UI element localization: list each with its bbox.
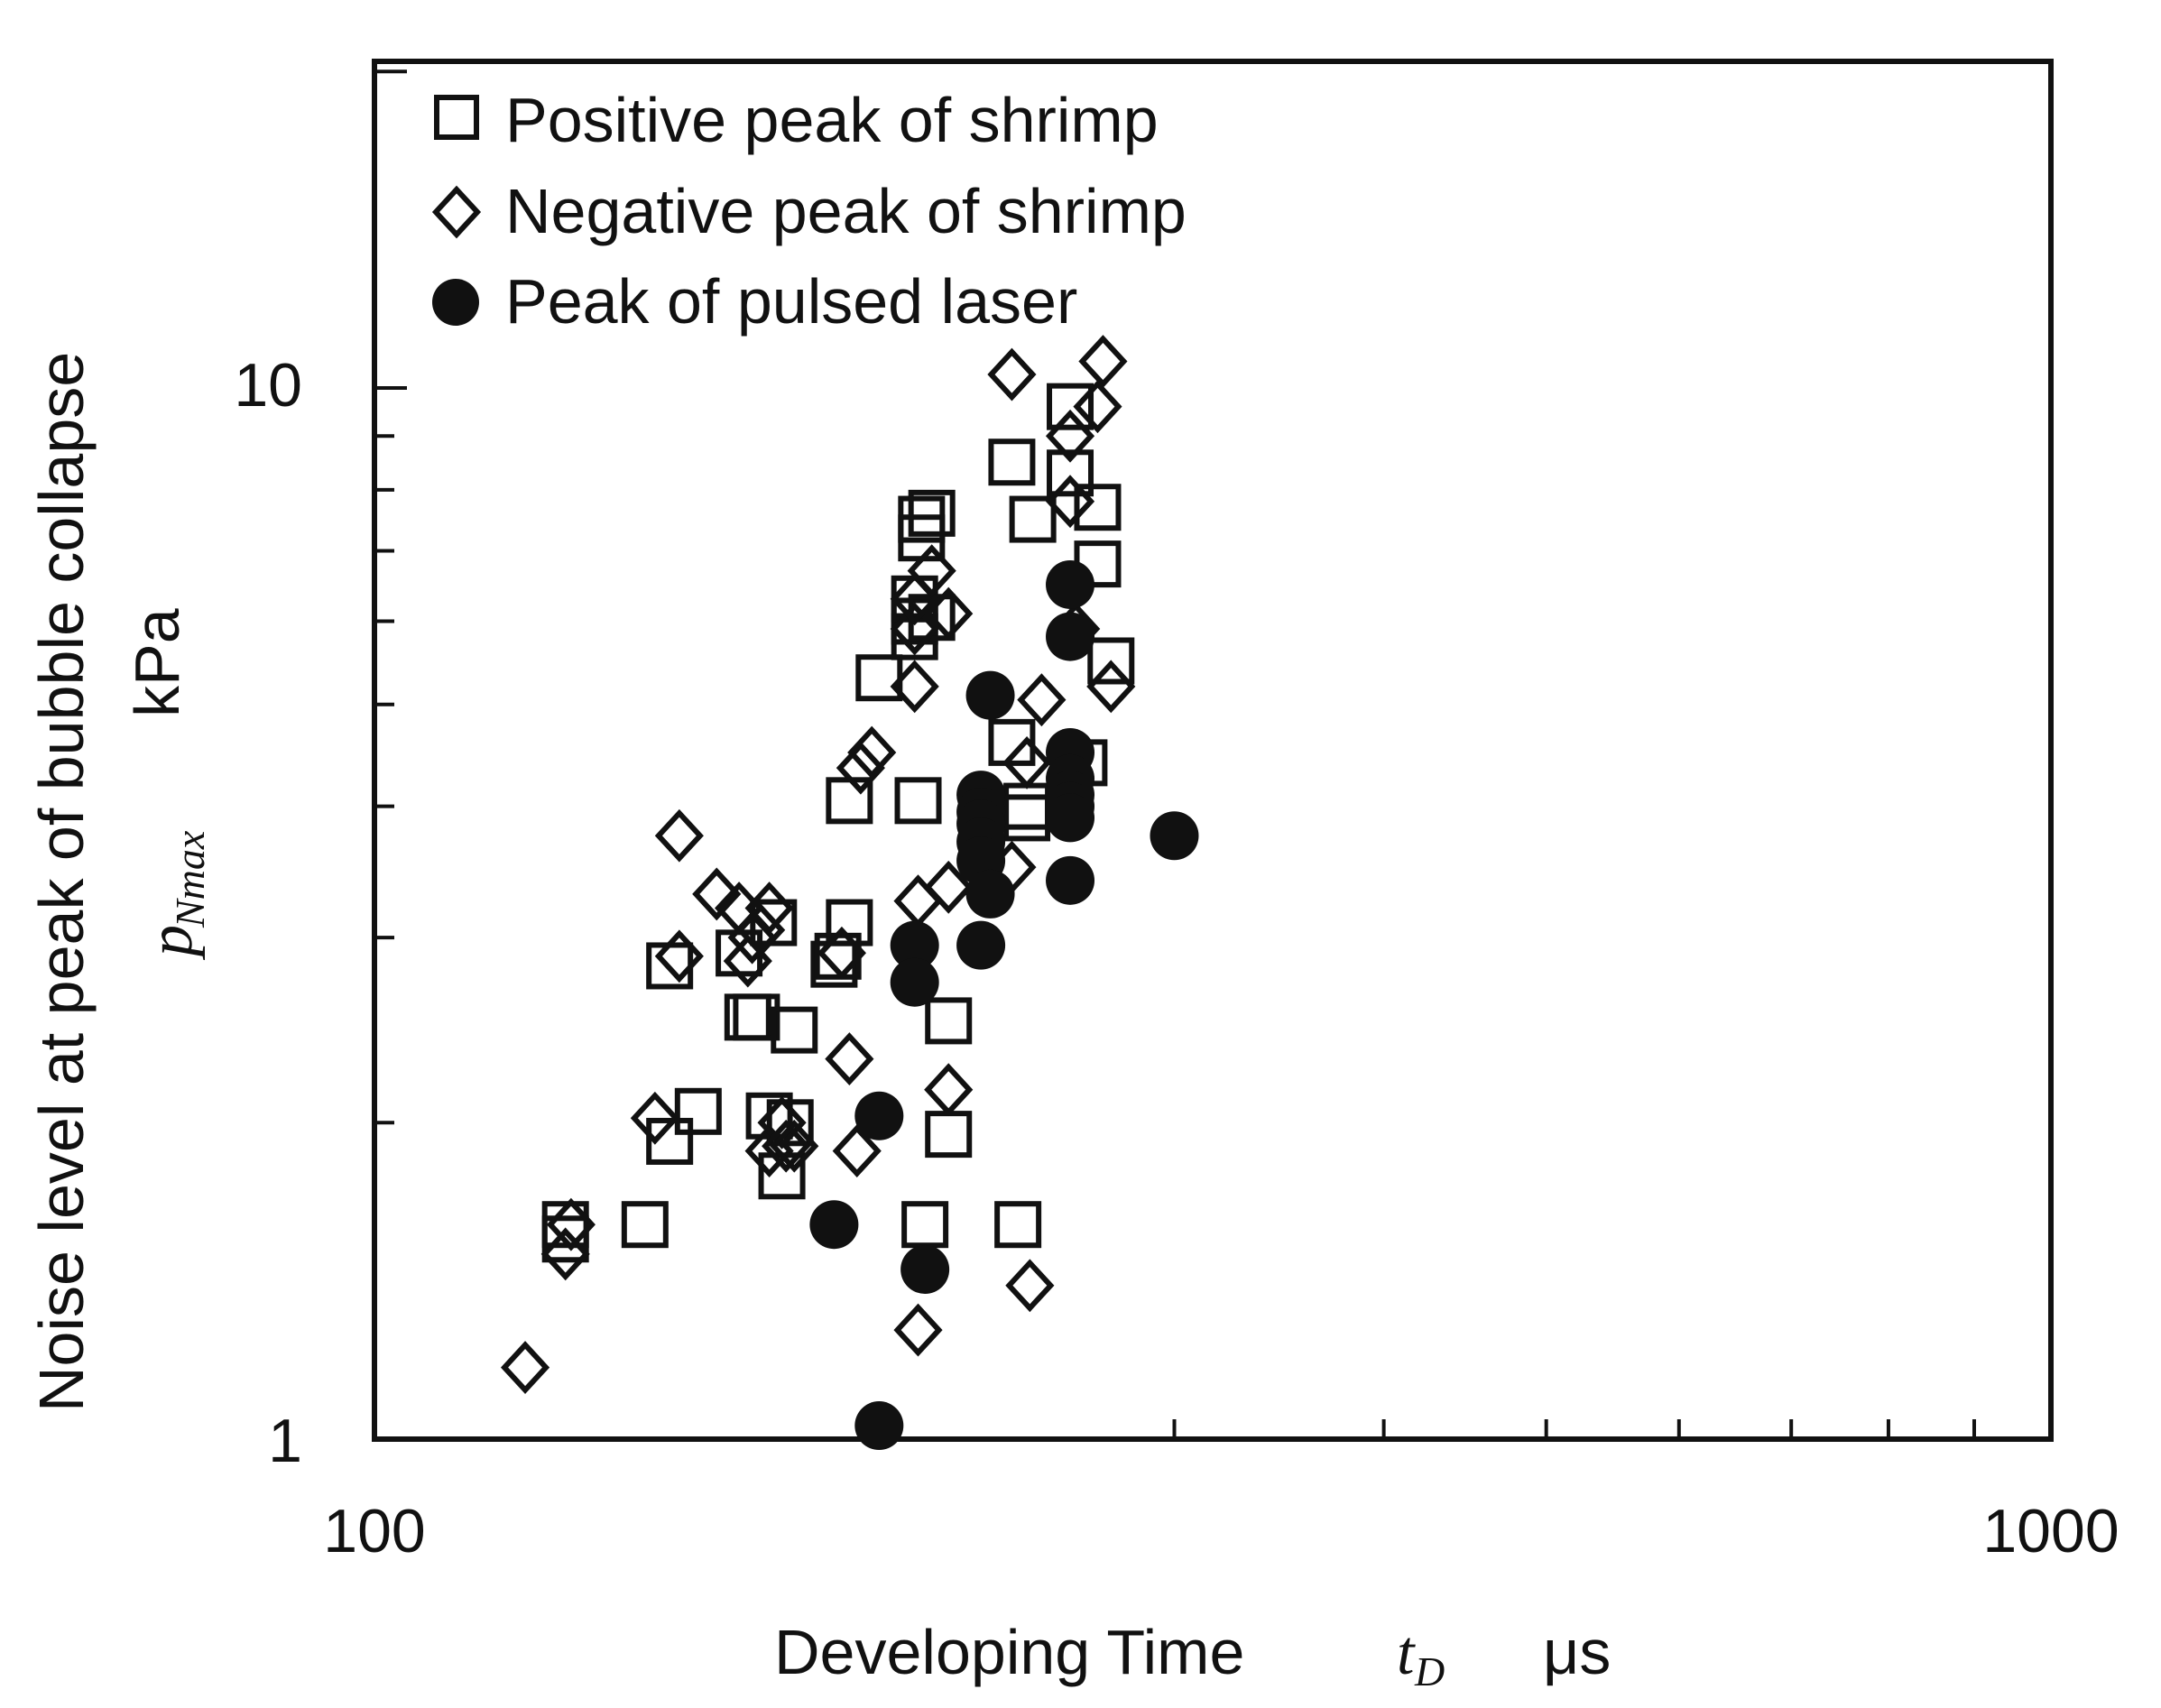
- point-positive-peak: [750, 899, 798, 946]
- point-positive-peak: [1047, 383, 1094, 430]
- legend-circle-marker: [432, 279, 479, 326]
- point-positive-peak: [901, 1201, 949, 1249]
- legend-square-marker: [434, 95, 479, 140]
- point-negative-peak: [1073, 380, 1122, 434]
- point-negative-peak: [654, 929, 704, 983]
- point-positive-peak: [646, 1117, 694, 1165]
- point-negative-peak: [1078, 335, 1128, 388]
- point-negative-peak: [762, 1119, 811, 1173]
- point-pulsed-laser: [890, 920, 939, 970]
- point-negative-peak: [1017, 673, 1067, 727]
- point-positive-peak: [994, 1201, 1042, 1249]
- axis-ticks: [374, 69, 1976, 1439]
- point-pulsed-laser: [965, 670, 1015, 720]
- point-negative-peak: [924, 860, 974, 914]
- point-negative-peak: [757, 1095, 807, 1149]
- point-negative-peak: [836, 741, 885, 795]
- point-pulsed-laser: [1046, 855, 1095, 905]
- point-negative-peak: [890, 660, 939, 714]
- point-pulsed-laser: [854, 1091, 904, 1140]
- x-axis-symbol: t: [1397, 1619, 1416, 1688]
- point-pulsed-laser: [965, 869, 1015, 919]
- point-positive-peak: [1003, 782, 1051, 830]
- data-marks: [500, 335, 1199, 1451]
- x-axis-symbol-sub: D: [1414, 1648, 1445, 1694]
- point-positive-peak: [1003, 794, 1051, 842]
- point-positive-peak: [894, 777, 942, 825]
- legend-diamond-marker: [431, 185, 482, 239]
- y-tick-label-1: 1: [268, 1407, 302, 1475]
- point-positive-peak: [855, 654, 903, 702]
- point-pulsed-laser: [890, 957, 939, 1007]
- point-positive-peak: [1009, 495, 1057, 543]
- point-positive-peak: [733, 993, 780, 1041]
- y-axis-unit: kPa: [122, 608, 192, 717]
- point-pulsed-laser: [854, 1401, 904, 1451]
- point-negative-peak: [893, 1303, 943, 1357]
- point-positive-peak: [621, 1201, 669, 1249]
- point-positive-peak: [674, 1087, 722, 1135]
- point-pulsed-laser: [1046, 612, 1095, 661]
- point-pulsed-laser: [1150, 811, 1199, 861]
- point-positive-peak: [908, 489, 956, 537]
- point-negative-peak: [907, 544, 956, 598]
- y-tick-label-10: 10: [234, 351, 302, 420]
- point-negative-peak: [924, 586, 974, 641]
- point-negative-peak: [1002, 735, 1052, 789]
- point-positive-peak: [1047, 449, 1094, 497]
- y-axis-label: Noise level at peak of bubble collapse: [26, 352, 97, 1412]
- point-positive-peak: [1074, 484, 1122, 531]
- point-positive-peak: [771, 1006, 818, 1054]
- point-pulsed-laser: [1046, 559, 1095, 609]
- point-pulsed-laser: [956, 920, 1006, 970]
- x-axis-unit: μs: [1543, 1617, 1611, 1687]
- point-negative-peak: [540, 1227, 590, 1281]
- y-axis-label-text: Noise level at peak of bubble collapse: [26, 352, 97, 1412]
- point-positive-peak: [826, 899, 873, 946]
- point-negative-peak: [832, 1124, 882, 1178]
- point-positive-peak: [898, 495, 946, 543]
- point-negative-peak: [847, 725, 897, 780]
- point-negative-peak: [890, 602, 939, 656]
- point-positive-peak: [988, 439, 1036, 486]
- x-tick-label-100: 100: [323, 1497, 425, 1565]
- point-pulsed-laser: [809, 1200, 859, 1250]
- point-positive-peak: [925, 1111, 973, 1159]
- point-negative-peak: [1045, 475, 1095, 529]
- point-positive-peak: [1087, 637, 1135, 685]
- point-positive-peak: [541, 1215, 589, 1263]
- point-pulsed-laser: [900, 1245, 950, 1295]
- point-negative-peak: [692, 867, 742, 921]
- point-pulsed-laser: [1046, 793, 1095, 843]
- point-positive-peak: [766, 1099, 814, 1147]
- point-positive-peak: [925, 997, 973, 1045]
- y-axis-unit-text: kPa: [122, 608, 192, 717]
- point-negative-peak: [630, 1091, 679, 1145]
- y-axis-symbol-sub: Nmax: [167, 830, 213, 928]
- x-axis-label: Developing Time t D μs: [774, 1617, 1611, 1694]
- point-negative-peak: [825, 1032, 874, 1086]
- point-negative-peak: [654, 808, 704, 863]
- point-negative-peak: [817, 926, 867, 980]
- point-negative-peak: [770, 1119, 819, 1173]
- y-axis-symbol: p Nmax: [136, 830, 213, 961]
- point-negative-peak: [924, 1063, 974, 1117]
- point-negative-peak: [987, 347, 1037, 402]
- plot-frame: [372, 59, 2054, 1442]
- legend-label-positive: Positive peak of shrimp: [505, 85, 1159, 155]
- legend-label-negative: Negative peak of shrimp: [505, 176, 1187, 246]
- x-tick-label-1000: 1000: [1982, 1497, 2119, 1565]
- y-axis-symbol-text: p: [136, 925, 206, 961]
- point-negative-peak: [500, 1341, 550, 1394]
- point-negative-peak: [1086, 660, 1136, 714]
- point-negative-peak: [546, 1197, 596, 1251]
- legend: Positive peak of shrimp Negative peak of…: [431, 85, 1187, 337]
- point-negative-peak: [744, 882, 794, 935]
- x-axis-label-text: Developing Time: [774, 1617, 1244, 1687]
- point-negative-peak: [1005, 1259, 1055, 1313]
- legend-label-laser: Peak of pulsed laser: [505, 266, 1077, 337]
- point-negative-peak: [1045, 409, 1095, 463]
